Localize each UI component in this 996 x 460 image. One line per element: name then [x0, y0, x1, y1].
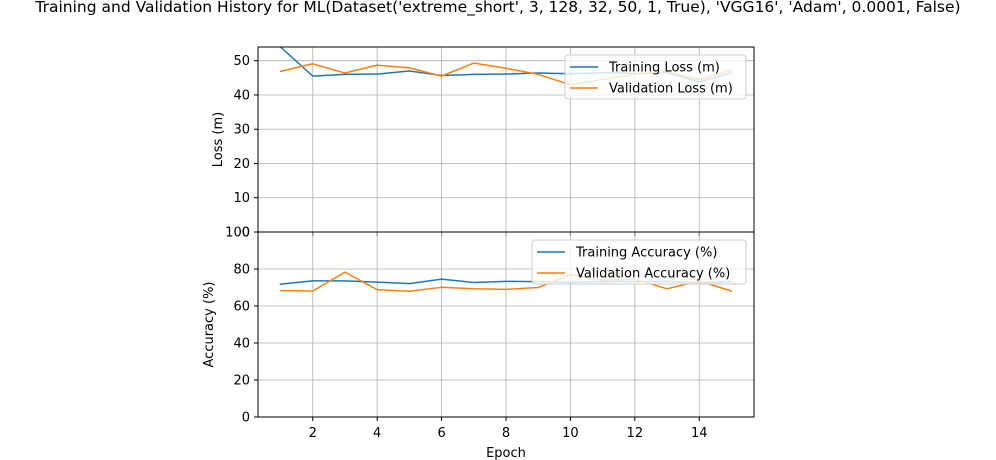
accuracy-ytick-label: 100	[225, 226, 250, 241]
accuracy-subplot: 0 20 40 60 80 100 2 4 6 8 10 12 14 Accuracy (%) Epoch T…	[202, 226, 755, 460]
accuracy-legend-label-training: Training Accuracy (%)	[575, 246, 717, 261]
loss-legend: Training Loss (m) Validation Loss (m)	[564, 54, 747, 100]
loss-ytick-label: 30	[233, 123, 250, 138]
accuracy-xtick-label: 8	[502, 426, 510, 441]
accuracy-legend-box	[531, 239, 747, 285]
loss-ytick-label: 40	[233, 88, 250, 103]
accuracy-xlabel: Epoch	[486, 446, 526, 460]
accuracy-ytick-label: 20	[233, 374, 250, 389]
loss-legend-box	[564, 54, 747, 100]
accuracy-xtick-label: 4	[373, 426, 381, 441]
loss-ytick-label: 0	[242, 226, 250, 241]
loss-subplot: 0 10 20 30 40 50 Loss (m) Training Loss (m) Vali…	[211, 46, 755, 241]
accuracy-xtick-label: 10	[562, 426, 579, 441]
accuracy-xtick-label: 2	[309, 426, 317, 441]
loss-legend-label-training: Training Loss (m)	[608, 61, 720, 76]
accuracy-series-line-validation	[279, 271, 733, 292]
accuracy-xtick-label: 14	[691, 426, 708, 441]
accuracy-xtick-label: 6	[437, 426, 445, 441]
accuracy-xtick-label: 12	[627, 426, 644, 441]
accuracy-ylabel: Accuracy (%)	[202, 282, 217, 368]
loss-ytick-label: 10	[233, 191, 250, 206]
loss-ylabel: Loss (m)	[211, 112, 226, 167]
accuracy-legend-label-validation: Validation Accuracy (%)	[576, 267, 730, 282]
chart-title: Training and Validation History for ML(D…	[34, 0, 960, 17]
loss-ytick-label: 20	[233, 157, 250, 172]
accuracy-legend: Training Accuracy (%) Validation Accuracy…	[531, 239, 747, 285]
accuracy-ytick-label: 80	[233, 263, 250, 278]
accuracy-ytick-label: 40	[233, 337, 250, 352]
loss-legend-label-validation: Validation Loss (m)	[609, 82, 733, 97]
accuracy-ytick-label: 60	[233, 300, 250, 315]
accuracy-ytick-label: 0	[242, 411, 250, 426]
loss-ytick-label: 50	[233, 54, 250, 69]
